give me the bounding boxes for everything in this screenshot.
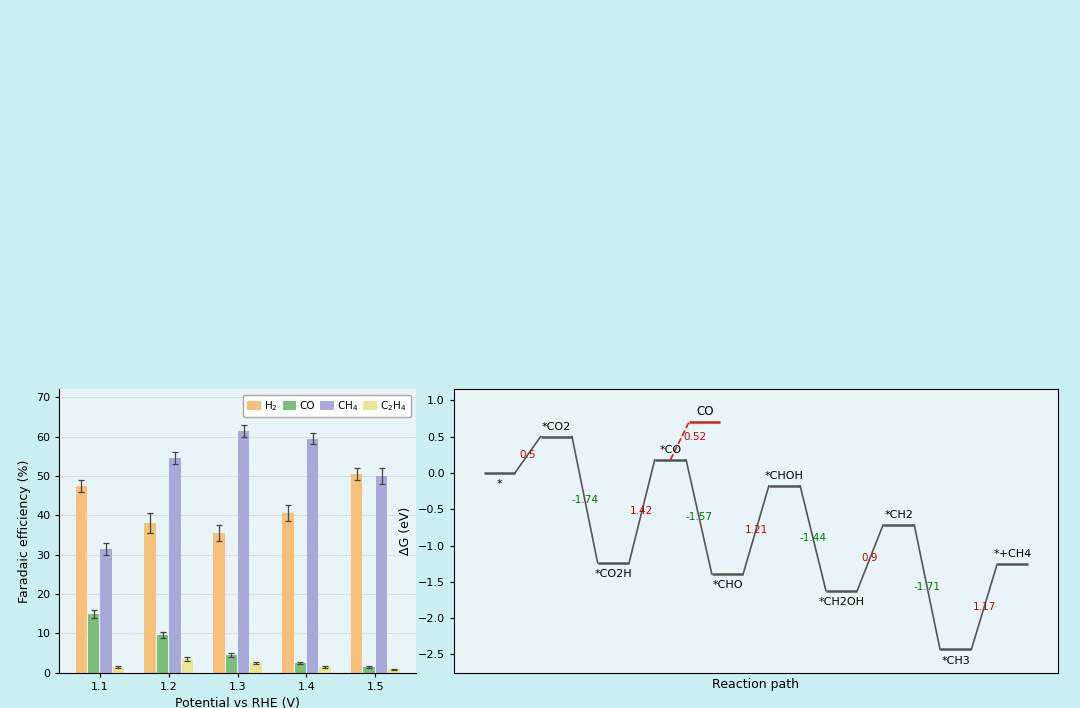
Bar — [307, 438, 319, 673]
Text: *+CH4: *+CH4 — [994, 549, 1031, 559]
Text: -1.57: -1.57 — [686, 512, 713, 522]
Text: 1.42: 1.42 — [631, 506, 653, 516]
Bar — [226, 655, 238, 673]
Bar — [170, 458, 180, 673]
Bar — [157, 635, 168, 673]
Text: 0.52: 0.52 — [684, 433, 706, 442]
Bar — [363, 667, 375, 673]
Bar — [351, 474, 363, 673]
Bar — [145, 523, 156, 673]
Text: -1.74: -1.74 — [571, 495, 598, 505]
Text: *CO: *CO — [660, 445, 681, 455]
Text: *CHO: *CHO — [712, 581, 743, 590]
Bar — [376, 476, 388, 673]
Y-axis label: ΔG (eV): ΔG (eV) — [399, 507, 411, 555]
Text: 0.9: 0.9 — [862, 553, 878, 563]
X-axis label: Potential vs RHE (V): Potential vs RHE (V) — [175, 697, 300, 708]
Legend: H$_2$, CO, CH$_4$, C$_2$H$_4$: H$_2$, CO, CH$_4$, C$_2$H$_4$ — [243, 394, 410, 417]
Text: *CH2OH: *CH2OH — [819, 597, 865, 607]
Text: 1.17: 1.17 — [973, 602, 996, 612]
Bar — [76, 486, 87, 673]
Y-axis label: Faradaic efficiency (%): Faradaic efficiency (%) — [17, 459, 30, 603]
Text: *: * — [497, 479, 502, 489]
Bar — [87, 614, 99, 673]
Text: *CH3: *CH3 — [942, 656, 970, 666]
Bar — [320, 667, 330, 673]
Text: -1.71: -1.71 — [914, 582, 941, 593]
Bar — [181, 659, 193, 673]
Bar — [238, 430, 249, 673]
Text: 1.21: 1.21 — [744, 525, 768, 535]
Text: *CO2: *CO2 — [542, 421, 571, 431]
Bar — [214, 533, 225, 673]
Bar — [112, 667, 124, 673]
Text: CO: CO — [696, 405, 714, 418]
Text: *CH2: *CH2 — [885, 510, 913, 520]
Bar — [100, 549, 112, 673]
Bar — [388, 670, 400, 673]
Text: *CHOH: *CHOH — [765, 471, 804, 481]
X-axis label: Reaction path: Reaction path — [713, 678, 799, 691]
Text: *CO2H: *CO2H — [595, 569, 632, 579]
Text: 0.5: 0.5 — [519, 450, 536, 459]
Bar — [282, 513, 294, 673]
Bar — [295, 663, 306, 673]
Text: -1.44: -1.44 — [799, 533, 826, 543]
Bar — [251, 663, 261, 673]
